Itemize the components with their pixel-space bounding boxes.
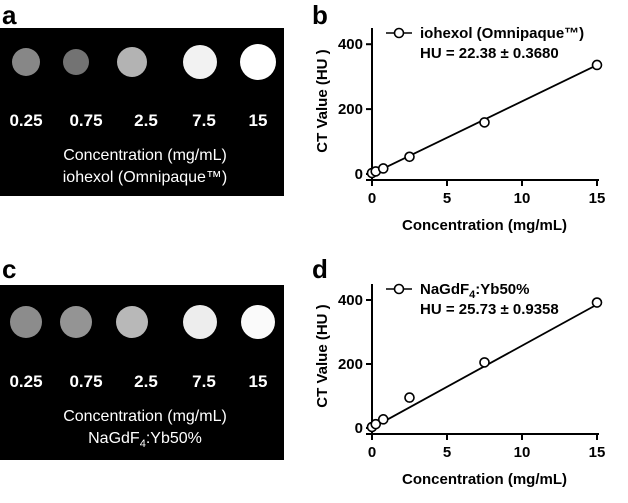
- chart-d: d 0 5 10 15 0 200 400 Concentration (mg/mL) CT V…: [312, 254, 605, 488]
- data-point: [479, 117, 490, 128]
- conc-label: 15: [249, 111, 268, 130]
- conc-label: 15: [249, 372, 268, 391]
- data-point: [404, 392, 415, 403]
- conc-label: 0.75: [69, 372, 102, 391]
- x-tick-label: 5: [443, 190, 451, 207]
- y-tick-label: 400: [338, 292, 363, 309]
- phantom-disc: [117, 47, 147, 77]
- image-caption-a-line2: iohexol (Omnipaque™): [63, 169, 228, 186]
- conc-label: 0.25: [9, 372, 42, 391]
- phantom-row-c: [10, 305, 275, 339]
- phantom-disc: [183, 305, 217, 339]
- phantom-disc: [10, 306, 42, 338]
- conc-label: 2.5: [134, 111, 158, 130]
- y-tick-label: 200: [338, 101, 363, 118]
- legend-equation: HU = 22.38 ± 0.3680: [420, 45, 559, 62]
- x-tick-label: 0: [368, 444, 376, 461]
- x-tick-label: 10: [514, 444, 531, 461]
- panel-label-d: d: [312, 254, 328, 284]
- data-point: [370, 418, 382, 430]
- data-point: [591, 59, 603, 71]
- x-tick-label: 5: [443, 444, 451, 461]
- phantom-row-a: [12, 44, 276, 80]
- x-tick-label: 10: [514, 190, 531, 207]
- caption-c-sub: 4: [140, 438, 146, 450]
- image-caption-c-line2: NaGdF4:Yb50%: [88, 430, 202, 450]
- legend-label: NaGdF4:Yb50%: [420, 281, 529, 301]
- x-tick-label: 0: [368, 190, 376, 207]
- y-tick-label: 200: [338, 356, 363, 373]
- data-point: [377, 163, 389, 174]
- legend-marker: [393, 283, 405, 295]
- legend-marker: [393, 27, 405, 39]
- phantom-disc: [183, 45, 217, 79]
- concentration-ticks-a: 0.25 0.75 2.5 7.5 15: [9, 111, 267, 130]
- y-axis-label: CT Value (HU ): [314, 304, 331, 407]
- data-point: [479, 357, 490, 368]
- y-tick-label: 0: [355, 166, 363, 183]
- phantom-disc: [60, 306, 92, 338]
- data-point: [404, 151, 415, 163]
- panel-c: c 0.25 0.75 2.5 7.5 15 Concentration (mg…: [0, 254, 284, 460]
- caption-c-main: NaGdF: [88, 430, 140, 447]
- panel-a: a 0.25 0.75 2.5 7.5 15 Concentration (mg…: [0, 0, 284, 196]
- x-axis-label: Concentration (mg/mL): [402, 471, 567, 488]
- phantom-disc: [240, 44, 276, 80]
- conc-label: 2.5: [134, 372, 158, 391]
- phantom-disc: [12, 48, 40, 76]
- conc-label: 0.25: [9, 111, 42, 130]
- caption-c-rest: :Yb50%: [146, 430, 202, 447]
- x-axis-label: Concentration (mg/mL): [402, 217, 567, 234]
- conc-label: 0.75: [69, 111, 102, 130]
- legend-label: iohexol (Omnipaque™): [420, 25, 584, 42]
- conc-label: 7.5: [192, 111, 216, 130]
- y-axis-label: CT Value (HU ): [314, 49, 331, 152]
- image-caption-c-line1: Concentration (mg/mL): [63, 408, 227, 425]
- y-tick-label: 400: [338, 36, 363, 53]
- phantom-disc: [241, 305, 275, 339]
- panel-label-b: b: [312, 0, 328, 30]
- y-tick-label: 0: [355, 420, 363, 437]
- concentration-ticks-c: 0.25 0.75 2.5 7.5 15: [9, 372, 267, 391]
- legend-equation: HU = 25.73 ± 0.9358: [420, 301, 559, 318]
- phantom-disc: [116, 306, 148, 338]
- x-tick-label: 15: [589, 444, 606, 461]
- data-point: [591, 297, 603, 308]
- phantom-disc: [63, 49, 89, 75]
- panel-label-a: a: [2, 0, 17, 30]
- panel-label-c: c: [2, 254, 16, 284]
- conc-label: 7.5: [192, 372, 216, 391]
- data-point: [377, 414, 389, 425]
- image-caption-a-line1: Concentration (mg/mL): [63, 147, 227, 164]
- chart-b: b 0 5 10 15 0 200 400 Concentration (mg/mL) CT V…: [312, 0, 605, 234]
- x-tick-label: 15: [589, 190, 606, 207]
